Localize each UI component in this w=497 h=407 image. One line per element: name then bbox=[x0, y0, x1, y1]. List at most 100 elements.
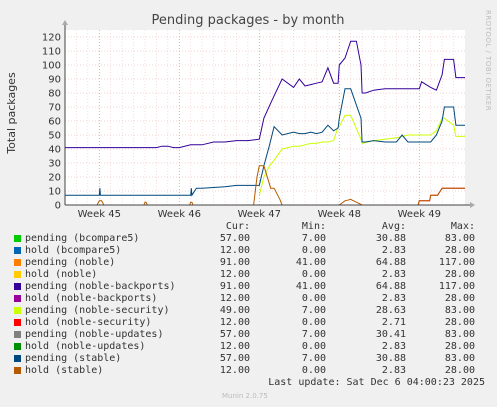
legend-cur-value: 12.00 bbox=[219, 365, 250, 376]
legend-series-name: hold (noble-backports) bbox=[25, 293, 158, 304]
legend-row: hold (bcompare5) 12.00 0.00 2.83 28.00 bbox=[12, 245, 487, 257]
legend-row: pending (noble-backports) 91.00 41.00 64.88… bbox=[12, 281, 487, 293]
y-tick-label: 0 bbox=[55, 201, 61, 212]
legend-min-value: 7.00 bbox=[301, 233, 326, 244]
legend-series-name: pending (stable) bbox=[25, 353, 122, 364]
legend-swatch bbox=[14, 367, 21, 374]
legend-header-cur: Cur: bbox=[225, 221, 250, 232]
y-tick-label: 120 bbox=[42, 33, 61, 44]
y-tick-label: 110 bbox=[42, 47, 61, 58]
legend-max-value: 83.00 bbox=[444, 353, 475, 364]
legend-series-name: pending (bcompare5) bbox=[25, 233, 140, 244]
legend-avg-value: 2.83 bbox=[381, 245, 406, 256]
y-tick-label: 60 bbox=[48, 117, 61, 128]
legend-avg-value: 64.88 bbox=[375, 257, 406, 268]
y-axis-label: Total packages bbox=[5, 72, 18, 155]
legend-series-name: hold (noble-security) bbox=[25, 317, 152, 328]
legend-min-value: 7.00 bbox=[301, 329, 326, 340]
x-tick-label: Week 49 bbox=[398, 209, 441, 220]
legend-row: hold (stable) 12.00 0.00 2.83 28.00 bbox=[12, 365, 487, 377]
legend-min-value: 0.00 bbox=[301, 245, 326, 256]
legend-cur-value: 91.00 bbox=[219, 257, 250, 268]
legend-row: hold (noble-backports) 12.00 0.00 2.83 28.00 bbox=[12, 293, 487, 305]
legend-header-max: Max: bbox=[450, 221, 475, 232]
munin-version: Munin 2.0.75 bbox=[222, 392, 268, 400]
legend-min-value: 0.00 bbox=[301, 317, 326, 328]
legend-min-value: 0.00 bbox=[301, 341, 326, 352]
x-tick-label: Week 45 bbox=[78, 209, 121, 220]
y-tick-label: 100 bbox=[42, 61, 61, 72]
legend-series-name: hold (bcompare5) bbox=[25, 245, 122, 256]
y-tick-label: 10 bbox=[48, 187, 61, 198]
legend-avg-value: 2.71 bbox=[381, 317, 406, 328]
legend-series-name: hold (noble-updates) bbox=[25, 341, 146, 352]
legend-cur-value: 12.00 bbox=[219, 341, 250, 352]
legend-avg-value: 2.83 bbox=[381, 269, 406, 280]
legend-swatch bbox=[14, 307, 21, 314]
legend-series-name: pending (noble) bbox=[25, 257, 116, 268]
legend-max-value: 28.00 bbox=[444, 365, 475, 376]
legend-cur-value: 49.00 bbox=[219, 305, 250, 316]
legend-swatch bbox=[14, 319, 21, 326]
legend-row: pending (noble) 91.00 41.00 64.88 117.00 bbox=[12, 257, 487, 269]
legend-avg-value: 64.88 bbox=[375, 281, 406, 292]
legend-row: pending (bcompare5) 57.00 7.00 30.88 83.00 bbox=[12, 233, 487, 245]
y-tick-label: 80 bbox=[48, 89, 61, 100]
series-line-11 bbox=[65, 165, 465, 206]
legend-swatch bbox=[14, 331, 21, 338]
y-tick-label: 50 bbox=[48, 131, 61, 142]
x-tick-label: Week 46 bbox=[158, 209, 201, 220]
legend-cur-value: 12.00 bbox=[219, 245, 250, 256]
legend-min-value: 7.00 bbox=[301, 305, 326, 316]
legend-avg-value: 28.63 bbox=[375, 305, 406, 316]
legend-swatch bbox=[14, 295, 21, 302]
y-axis-arrow bbox=[62, 20, 68, 25]
side-label: RRDTOOL / TOBI OETIKER bbox=[484, 10, 492, 111]
y-tick-label: 40 bbox=[48, 145, 61, 156]
legend-min-value: 41.00 bbox=[295, 281, 326, 292]
legend-series-name: hold (stable) bbox=[25, 365, 104, 376]
chart-title: Pending packages - by month bbox=[152, 13, 345, 28]
series-line-4 bbox=[65, 40, 465, 149]
legend-max-value: 117.00 bbox=[438, 257, 475, 268]
series-line-10 bbox=[65, 88, 465, 197]
plot-area bbox=[65, 30, 465, 205]
legend-avg-value: 2.83 bbox=[381, 293, 406, 304]
legend-row: hold (noble-security) 12.00 0.00 2.71 28.00 bbox=[12, 317, 487, 329]
legend-header-avg: Avg: bbox=[381, 221, 406, 232]
legend-max-value: 83.00 bbox=[444, 329, 475, 340]
y-tick-label: 30 bbox=[48, 159, 61, 170]
legend-min-value: 41.00 bbox=[295, 257, 326, 268]
y-tick-label: 20 bbox=[48, 173, 61, 184]
legend-series-name: pending (noble-security) bbox=[25, 305, 170, 316]
legend-series-name: pending (noble-backports) bbox=[25, 281, 176, 292]
legend-swatch bbox=[14, 355, 21, 362]
legend-series-name: pending (noble-updates) bbox=[25, 329, 164, 340]
y-tick-label: 90 bbox=[48, 75, 61, 86]
legend-row: pending (noble-security) 49.00 7.00 28.63 83… bbox=[12, 305, 487, 317]
x-axis-arrow bbox=[470, 202, 475, 208]
legend-avg-value: 2.83 bbox=[381, 365, 406, 376]
legend-row: pending (stable) 57.00 7.00 30.88 83.00 bbox=[12, 353, 487, 365]
legend-swatch bbox=[14, 247, 21, 254]
legend-avg-value: 2.83 bbox=[381, 341, 406, 352]
series-line-6 bbox=[258, 114, 465, 196]
legend-cur-value: 57.00 bbox=[219, 353, 250, 364]
y-tick-label: 70 bbox=[48, 103, 61, 114]
legend-max-value: 28.00 bbox=[444, 317, 475, 328]
legend-cur-value: 91.00 bbox=[219, 281, 250, 292]
legend-row: pending (noble-updates) 57.00 7.00 30.41 83.… bbox=[12, 329, 487, 341]
legend-header-min: Min: bbox=[301, 221, 326, 232]
legend-row: hold (noble-updates) 12.00 0.00 2.83 28.00 bbox=[12, 341, 487, 353]
legend-max-value: 28.00 bbox=[444, 293, 475, 304]
legend-avg-value: 30.88 bbox=[375, 233, 406, 244]
last-update: Last update: Sat Dec 6 04:00:23 2025 bbox=[268, 377, 485, 388]
legend-swatch bbox=[14, 235, 21, 242]
legend-max-value: 83.00 bbox=[444, 305, 475, 316]
legend-cur-value: 57.00 bbox=[219, 233, 250, 244]
legend-min-value: 7.00 bbox=[301, 353, 326, 364]
x-tick-label: Week 48 bbox=[318, 209, 361, 220]
legend-min-value: 0.00 bbox=[301, 365, 326, 376]
legend-max-value: 83.00 bbox=[444, 233, 475, 244]
